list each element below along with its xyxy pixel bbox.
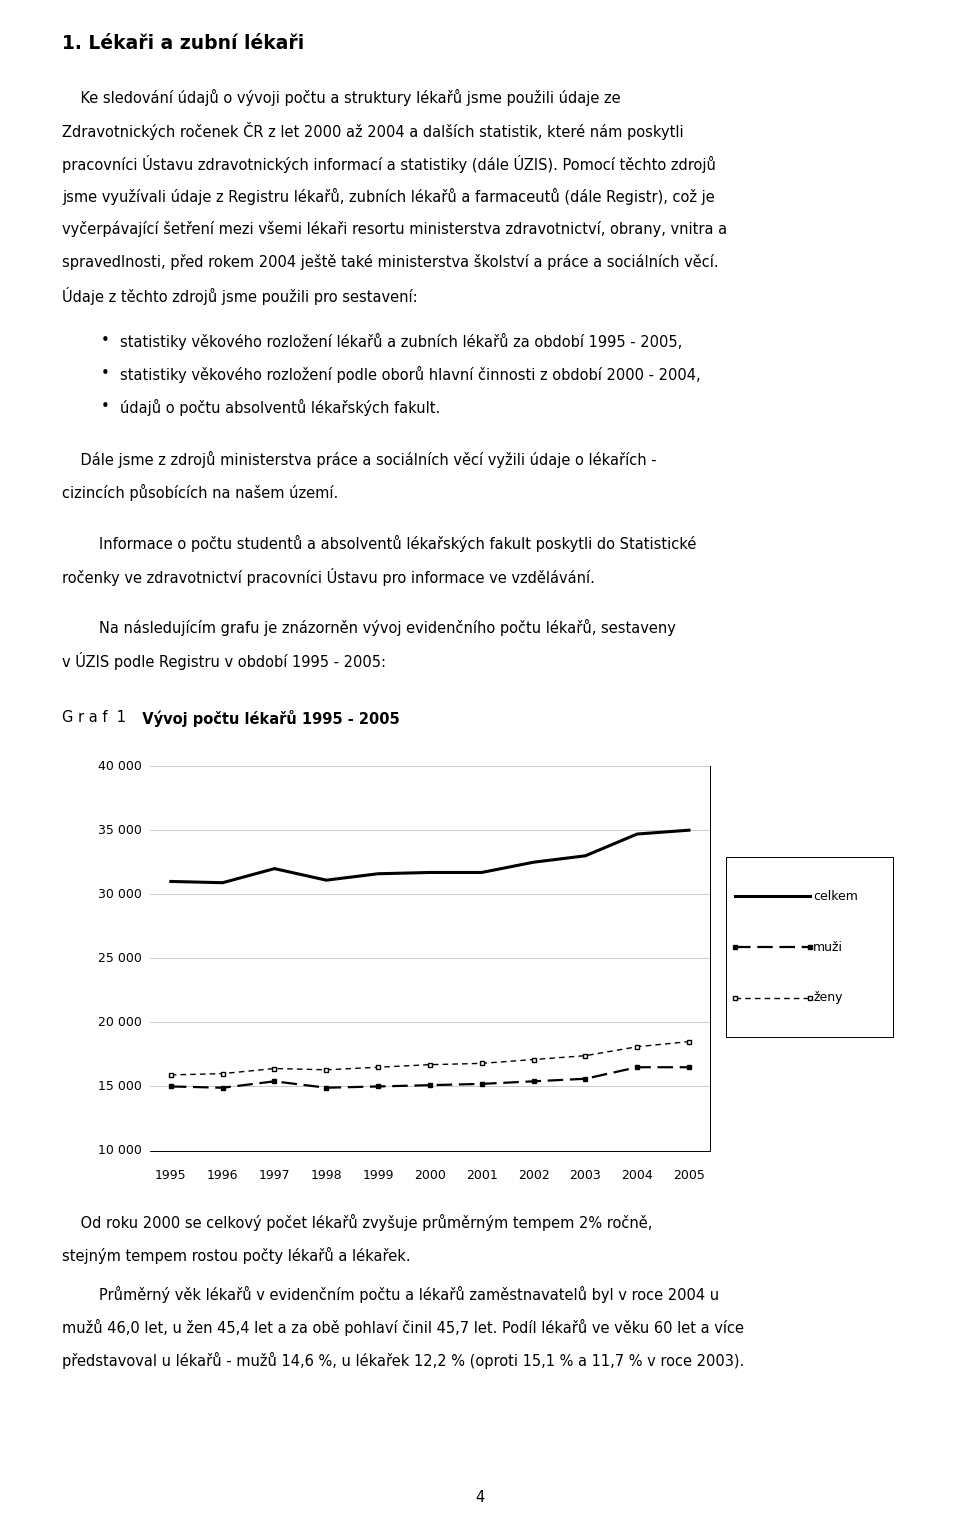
- Text: Od roku 2000 se celkový počet lékařů zvyšuje průměrným tempem 2% ročně,: Od roku 2000 se celkový počet lékařů zvy…: [62, 1214, 653, 1231]
- muži: [632, 1058, 643, 1076]
- Text: 15 000: 15 000: [98, 1079, 142, 1093]
- muži: [269, 1072, 280, 1090]
- Text: 30 000: 30 000: [98, 888, 142, 901]
- ženy: [476, 1055, 488, 1073]
- ženy: [165, 1065, 177, 1084]
- Text: ženy: ženy: [813, 992, 843, 1004]
- Text: 1995: 1995: [155, 1168, 186, 1182]
- muži: [528, 1072, 540, 1090]
- Text: Dále jsme z zdrojů ministerstva práce a sociálních věcí vyžili údaje o lékařích : Dále jsme z zdrojů ministerstva práce a …: [62, 451, 657, 468]
- ženy: [580, 1047, 591, 1065]
- ženy: [684, 1032, 695, 1050]
- ženy: [424, 1055, 436, 1073]
- Text: Údaje z těchto zdrojů jsme použili pro sestavení:: Údaje z těchto zdrojů jsme použili pro s…: [62, 287, 418, 305]
- ženy: [528, 1050, 540, 1069]
- Text: 10 000: 10 000: [98, 1144, 142, 1157]
- Line: muži: muži: [168, 1065, 691, 1090]
- Text: Informace o počtu studentů a absolventů lékařských fakult poskytli do Statistick: Informace o počtu studentů a absolventů …: [62, 535, 697, 552]
- Text: •: •: [101, 366, 109, 382]
- Text: Na následujícím grafu je znázorněn vývoj evidenčního počtu lékařů, sestaveny: Na následujícím grafu je znázorněn vývoj…: [62, 619, 676, 636]
- Text: 40 000: 40 000: [98, 760, 142, 773]
- Text: Průměrný věk lékařů v evidenčním počtu a lékařů zaměstnavatelů byl v roce 2004 u: Průměrný věk lékařů v evidenčním počtu a…: [62, 1286, 720, 1303]
- Text: muži: muži: [813, 941, 843, 954]
- Text: představoval u lékařů - mužů 14,6 %, u lékařek 12,2 % (oproti 15,1 % a 11,7 % v : představoval u lékařů - mužů 14,6 %, u l…: [62, 1352, 745, 1369]
- Text: statistiky věkového rozložení podle oborů hlavní činnosti z období 2000 - 2004,: statistiky věkového rozložení podle obor…: [120, 366, 701, 383]
- celkem: [684, 822, 695, 840]
- celkem: [321, 871, 332, 889]
- Text: 2001: 2001: [466, 1168, 497, 1182]
- Text: 2003: 2003: [569, 1168, 601, 1182]
- Line: celkem: celkem: [171, 831, 689, 883]
- Text: celkem: celkem: [813, 889, 858, 903]
- Text: 20 000: 20 000: [98, 1016, 142, 1029]
- celkem: [165, 872, 177, 891]
- Text: 1998: 1998: [310, 1168, 342, 1182]
- Text: 1999: 1999: [362, 1168, 394, 1182]
- Text: pracovníci Ústavu zdravotnických informací a statistiky (dále ÚZIS). Pomocí těch: pracovníci Ústavu zdravotnických informa…: [62, 155, 716, 173]
- muži: [580, 1070, 591, 1088]
- muži: [217, 1079, 228, 1098]
- ženy: [372, 1058, 384, 1076]
- Text: G r a f  1: G r a f 1: [62, 710, 127, 725]
- celkem: [372, 865, 384, 883]
- ženy: [321, 1061, 332, 1079]
- Text: statistiky věkového rozložení lékařů a zubních lékařů za období 1995 - 2005,: statistiky věkového rozložení lékařů a z…: [120, 333, 683, 351]
- Text: 1. Lékaři a zubní lékaři: 1. Lékaři a zubní lékaři: [62, 34, 304, 52]
- Line: ženy: ženy: [168, 1039, 691, 1078]
- ženy: [217, 1064, 228, 1082]
- celkem: [424, 863, 436, 881]
- Text: •: •: [101, 399, 109, 414]
- muži: [424, 1076, 436, 1095]
- muži: [476, 1075, 488, 1093]
- celkem: [269, 860, 280, 878]
- Text: jsme využívali údaje z Registru lékařů, zubních lékařů a farmaceutů (dále Regist: jsme využívali údaje z Registru lékařů, …: [62, 189, 715, 205]
- ženy: [632, 1038, 643, 1056]
- muži: [372, 1078, 384, 1096]
- Text: 1996: 1996: [207, 1168, 238, 1182]
- muži: [165, 1078, 177, 1096]
- Text: Ke sledování údajů o vývoji počtu a struktury lékařů jsme použili údaje ze: Ke sledování údajů o vývoji počtu a stru…: [62, 89, 621, 106]
- ženy: [269, 1059, 280, 1078]
- Text: 1997: 1997: [258, 1168, 290, 1182]
- Text: 25 000: 25 000: [98, 952, 142, 964]
- Text: spravedlnosti, před rokem 2004 ještě také ministerstva školství a práce a sociál: spravedlnosti, před rokem 2004 ještě tak…: [62, 253, 719, 270]
- Text: 2002: 2002: [517, 1168, 549, 1182]
- Text: ročenky ve zdravotnictví pracovníci Ústavu pro informace ve vzdělávání.: ročenky ve zdravotnictví pracovníci Ústa…: [62, 567, 595, 586]
- Text: 2000: 2000: [414, 1168, 445, 1182]
- Text: vyčerpávající šetření mezi všemi lékaři resortu ministerstva zdravotnictví, obra: vyčerpávající šetření mezi všemi lékaři …: [62, 221, 728, 236]
- Text: 35 000: 35 000: [98, 823, 142, 837]
- celkem: [580, 846, 591, 865]
- Text: Zdravotnických ročenek ČR z let 2000 až 2004 a dalších statistik, které nám posk: Zdravotnických ročenek ČR z let 2000 až …: [62, 123, 684, 140]
- Text: 2005: 2005: [673, 1168, 705, 1182]
- celkem: [528, 852, 540, 871]
- Text: •: •: [101, 333, 109, 348]
- muži: [321, 1079, 332, 1098]
- Text: Vývoj počtu lékařů 1995 - 2005: Vývoj počtu lékařů 1995 - 2005: [132, 710, 400, 727]
- Text: v ÚZIS podle Registru v období 1995 - 2005:: v ÚZIS podle Registru v období 1995 - 20…: [62, 652, 386, 670]
- Text: 4: 4: [475, 1490, 485, 1505]
- celkem: [217, 874, 228, 892]
- muži: [684, 1058, 695, 1076]
- celkem: [632, 825, 643, 843]
- celkem: [476, 863, 488, 881]
- Text: cizincích působících na našem území.: cizincích působících na našem území.: [62, 483, 339, 501]
- Text: 2004: 2004: [621, 1168, 653, 1182]
- Text: stejným tempem rostou počty lékařů a lékařek.: stejným tempem rostou počty lékařů a lék…: [62, 1246, 411, 1265]
- Text: mužů 46,0 let, u žen 45,4 let a za obě pohlaví činil 45,7 let. Podíl lékařů ve v: mužů 46,0 let, u žen 45,4 let a za obě p…: [62, 1318, 744, 1337]
- Text: údajů o počtu absolventů lékařských fakult.: údajů o počtu absolventů lékařských faku…: [120, 399, 441, 417]
